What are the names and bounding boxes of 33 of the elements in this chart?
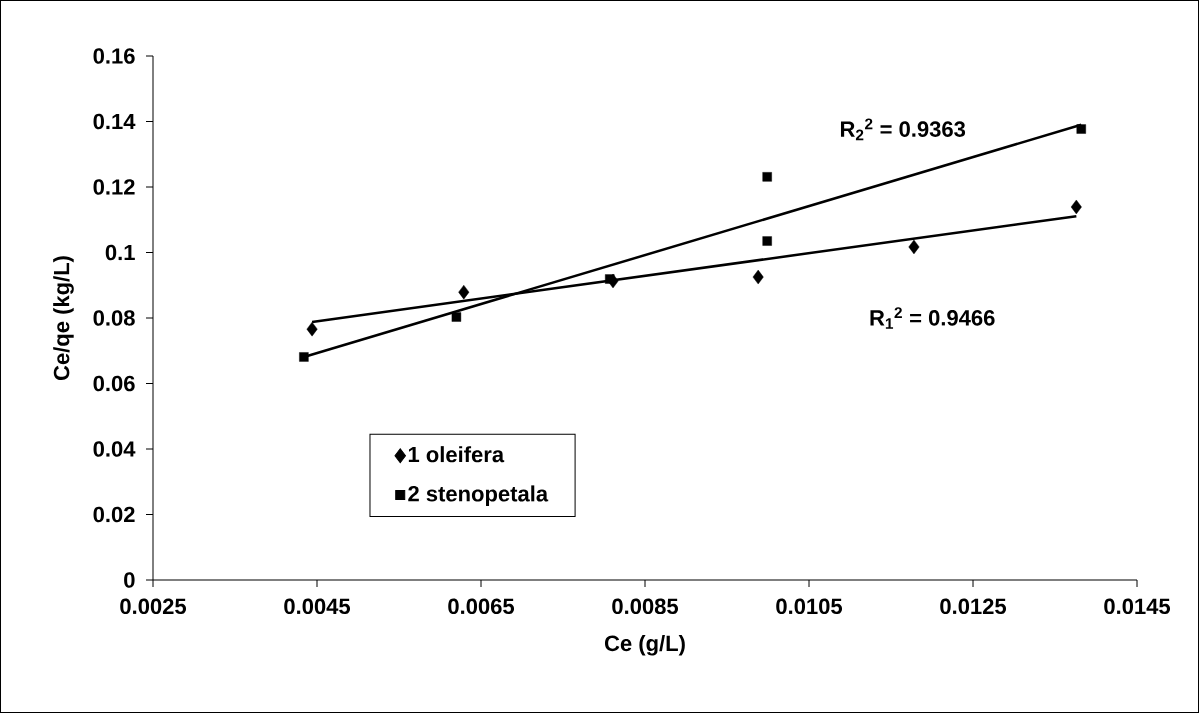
- point: [762, 172, 772, 182]
- point: [458, 284, 470, 300]
- y-tick-label: 0.04: [93, 441, 136, 457]
- point: [908, 239, 920, 255]
- x-tick-label: 0.0065: [448, 598, 515, 615]
- x-tick-label: 0.0145: [1104, 598, 1171, 615]
- legend-label: 2 stenopetala: [408, 485, 549, 506]
- x-tick-label: 0.0045: [284, 598, 351, 615]
- point: [451, 312, 462, 322]
- y-tick-label: 0.1: [105, 244, 135, 261]
- x-tick-label: 0.0085: [612, 598, 679, 615]
- y-tick-label: 0.16: [93, 48, 135, 64]
- y-tick-label: 0: [124, 572, 135, 588]
- point: [299, 352, 309, 362]
- point: [752, 269, 764, 285]
- x-tick-label: 0.0025: [120, 598, 187, 615]
- y-tick-label: 0.14: [93, 113, 136, 130]
- x-tick-label: 0.0125: [940, 598, 1007, 615]
- y-tick-label: 0.12: [93, 179, 135, 195]
- point: [306, 321, 318, 337]
- y-tick-label: 0.08: [93, 310, 135, 326]
- y-tick-label: 0.02: [93, 506, 135, 523]
- y-axis-title: Ce/qe (kg/L): [53, 256, 74, 381]
- point: [605, 274, 615, 284]
- x-axis-title: Ce (g/L): [604, 634, 685, 656]
- annotation: R$_{1}$$^{2}$ = 0.9466: [870, 307, 995, 329]
- point: [1076, 124, 1086, 134]
- annotation: R$_{2}$$^{2}$ = 0.9363: [840, 118, 966, 141]
- legend-label: 1 oleifera: [408, 446, 505, 463]
- point: [1070, 199, 1082, 215]
- x-tick-label: 0.0105: [776, 598, 843, 615]
- y-tick-label: 0.06: [93, 375, 135, 392]
- point: [762, 236, 772, 246]
